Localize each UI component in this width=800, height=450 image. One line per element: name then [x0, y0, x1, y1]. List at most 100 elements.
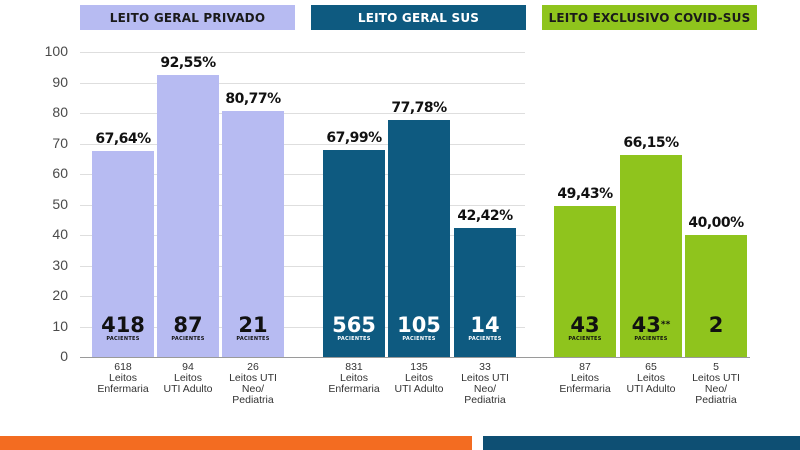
- y-tick-label: 90: [52, 73, 68, 90]
- bar-category-label: 33 Leitos UTI Neo/Pediatria: [445, 362, 525, 406]
- y-tick-label: 10: [52, 317, 68, 334]
- bottom-band-blue: [483, 436, 800, 450]
- bar: [685, 235, 747, 357]
- bar: [157, 74, 219, 357]
- gridline: [80, 296, 525, 297]
- bar-percent-label: 66,15%: [623, 135, 679, 152]
- bar-patients-count: 87 PACIENTES: [157, 314, 219, 343]
- bar-patients-count: 43** PACIENTES: [620, 314, 682, 343]
- bar-percent-label: 92,55%: [160, 54, 216, 71]
- bar-percent-label: 49,43%: [557, 186, 613, 203]
- category-line: Leitos UTI: [461, 372, 509, 384]
- y-tick-label: 20: [52, 287, 68, 303]
- bar-category-label: 87 Leitos Enfermaria: [545, 362, 625, 395]
- category-line: Leitos: [339, 372, 369, 384]
- y-tick-label: 80: [52, 104, 68, 120]
- category-line: Leitos UTI: [692, 372, 740, 384]
- bed-count: 5: [713, 361, 719, 373]
- y-tick-label: 30: [52, 256, 68, 273]
- bar: [454, 227, 516, 357]
- patients-number: 87: [173, 313, 203, 337]
- gridline: [80, 235, 525, 236]
- category-line: Leitos: [570, 372, 600, 384]
- bar-percent-label: 77,78%: [391, 99, 447, 116]
- x-axis-line: [80, 357, 750, 358]
- bed-count: 65: [645, 361, 657, 373]
- group-header: LEITO EXCLUSIVO COVID-SUS: [542, 5, 757, 30]
- gridline: [80, 204, 525, 206]
- bottom-band-orange: [0, 436, 472, 450]
- bar-patients-count: 21 PACIENTES: [222, 314, 284, 343]
- patients-label: PACIENTES: [468, 336, 502, 342]
- bar-percent-label: 80,77%: [225, 90, 281, 107]
- patients-label: PACIENTES: [634, 336, 668, 342]
- bar: [323, 149, 385, 357]
- bed-count: 94: [182, 361, 194, 373]
- category-line: Neo/: [241, 383, 265, 395]
- group-header: LEITO GERAL PRIVADO: [80, 5, 295, 30]
- bar: [222, 110, 284, 357]
- bar-patients-count: 565 PACIENTES: [323, 314, 385, 343]
- patients-number: 43**: [631, 313, 671, 337]
- category-line: Neo/: [473, 383, 497, 395]
- category-line: Leitos: [636, 372, 666, 384]
- gridline: [80, 52, 525, 53]
- gridline: [80, 82, 525, 84]
- gridline: [80, 174, 525, 175]
- y-tick-label: 60: [52, 165, 68, 181]
- patients-label: PACIENTES: [106, 336, 140, 342]
- y-tick-label: 70: [52, 134, 68, 151]
- bar-category-label: 831 Leitos Enfermaria: [314, 362, 394, 395]
- category-line: Leitos: [173, 372, 203, 384]
- patients-label: PACIENTES: [337, 336, 371, 342]
- category-line: Leitos UTI: [229, 372, 277, 384]
- bed-count: 618: [114, 361, 132, 373]
- patients-label: PACIENTES: [402, 336, 436, 342]
- bar-patients-count: 418 PACIENTES: [92, 314, 154, 343]
- bar-category-label: 5 Leitos UTI Neo/Pediatria: [676, 362, 756, 406]
- y-tick-label: 100: [44, 43, 68, 59]
- category-line: UTI Adulto: [626, 383, 676, 395]
- category-line: Enfermaria: [559, 383, 611, 395]
- bar-category-label: 618 Leitos Enfermaria: [83, 362, 163, 395]
- category-line: Enfermaria: [97, 383, 149, 395]
- category-line: UTI Adulto: [394, 383, 444, 395]
- bar: [620, 155, 682, 357]
- bed-count: 33: [479, 361, 491, 373]
- category-line: Pediatria: [464, 394, 506, 406]
- y-tick-label: 50: [52, 195, 68, 212]
- patients-label: PACIENTES: [236, 336, 270, 342]
- gridline: [80, 113, 525, 114]
- bar-percent-label: 42,42%: [457, 207, 513, 224]
- patients-number: 43: [570, 313, 600, 337]
- category-line: Leitos: [404, 372, 434, 384]
- gridline: [80, 143, 525, 145]
- bar: [554, 206, 616, 357]
- bar-patients-count: 43 PACIENTES: [554, 314, 616, 343]
- category-line: Pediatria: [232, 394, 274, 406]
- bed-count: 135: [410, 361, 428, 373]
- y-tick-label: 40: [52, 226, 68, 242]
- category-line: Pediatria: [695, 394, 737, 406]
- bar: [92, 150, 154, 357]
- bar-category-label: 135 Leitos UTI Adulto: [379, 362, 459, 395]
- category-line: Neo/: [704, 383, 728, 395]
- patients-number: 14: [470, 313, 500, 337]
- bar-category-label: 94 Leitos UTI Adulto: [148, 362, 228, 395]
- bar-percent-label: 67,64%: [95, 130, 151, 147]
- group-header: LEITO GERAL SUS: [311, 5, 526, 30]
- patients-label: PACIENTES: [568, 336, 602, 342]
- category-line: Enfermaria: [328, 383, 380, 395]
- patients-number: 2: [708, 313, 724, 337]
- patients-label: PACIENTES: [171, 336, 205, 342]
- bar-category-label: 26 Leitos UTI Neo/Pediatria: [213, 362, 293, 406]
- gridline: [80, 265, 525, 267]
- bar-patients-count: 2: [685, 314, 747, 336]
- patients-number: 418: [101, 313, 145, 337]
- bar-patients-count: 14 PACIENTES: [454, 314, 516, 343]
- gridline: [80, 326, 525, 328]
- patients-number: 565: [332, 313, 376, 337]
- bar: [388, 119, 450, 357]
- bar-patients-count: 105 PACIENTES: [388, 314, 450, 343]
- y-tick-label: 0: [60, 348, 68, 364]
